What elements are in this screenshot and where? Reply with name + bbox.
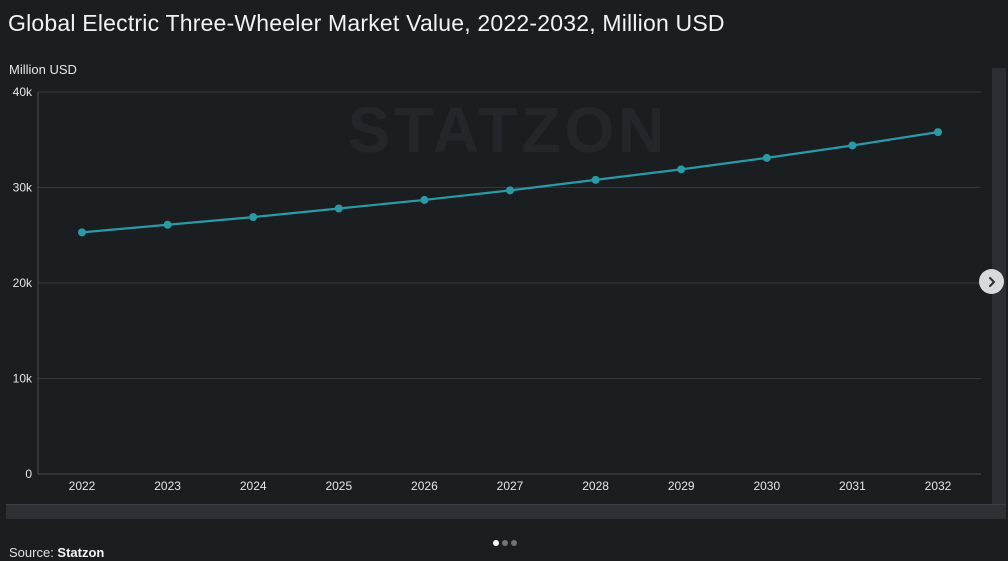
pagination-dot[interactable] [493,540,499,546]
data-point[interactable] [934,128,942,137]
y-tick-label: 40k [13,85,33,99]
y-axis-title: Million USD [9,62,77,77]
source-prefix: Source: [9,545,58,560]
data-point[interactable] [78,228,86,237]
source-line: Source: Statzon [9,545,104,560]
x-tick-label: 2030 [753,479,780,493]
source-name: Statzon [57,545,105,560]
data-point[interactable] [249,213,258,222]
y-tick-label: 20k [13,276,33,290]
watermark: STATZON [348,94,669,166]
data-point[interactable] [163,220,172,229]
chevron-right-icon [988,276,995,287]
y-tick-label: 10k [13,372,33,386]
data-point[interactable] [848,141,857,150]
pagination-dot[interactable] [511,540,517,546]
x-tick-label: 2024 [240,479,267,493]
data-point[interactable] [420,195,429,204]
y-tick-label: 0 [25,467,32,481]
x-tick-label: 2028 [582,479,609,493]
x-tick-label: 2022 [69,479,96,493]
data-point[interactable] [762,153,771,162]
x-tick-label: 2029 [668,479,695,493]
x-tick-label: 2025 [325,479,352,493]
next-chart-button[interactable] [979,269,1004,294]
x-tick-label: 2031 [839,479,866,493]
pagination-dot[interactable] [502,540,508,546]
x-tick-label: 2027 [497,479,524,493]
data-point[interactable] [506,186,514,195]
x-tick-label: 2023 [154,479,181,493]
pagination-dots [493,540,517,546]
right-scroll-area [992,68,1006,518]
horizontal-scrollbar[interactable] [6,504,1006,519]
chart-title: Global Electric Three-Wheeler Market Val… [8,10,725,36]
x-tick-label: 2026 [411,479,438,493]
data-point[interactable] [677,165,686,174]
y-tick-label: 30k [13,181,33,195]
data-point[interactable] [334,204,343,213]
x-tick-label: 2032 [925,479,952,493]
data-point[interactable] [591,175,600,184]
